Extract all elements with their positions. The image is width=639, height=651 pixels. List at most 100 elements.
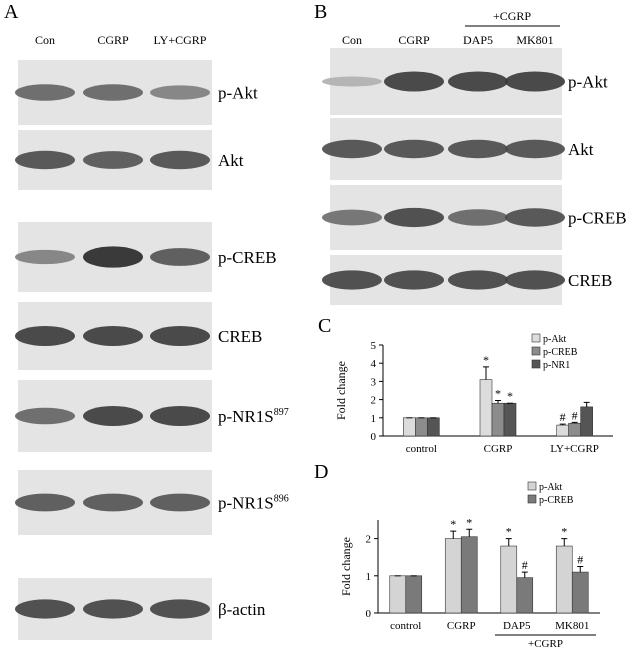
- x-tick-label: CGRP: [447, 620, 476, 632]
- lane-label: CGRP: [398, 33, 430, 47]
- blot-band: [15, 326, 75, 346]
- bar: [503, 402, 517, 437]
- y-tick-label: 4: [371, 358, 377, 370]
- significance-mark: #: [560, 410, 566, 424]
- error-bar: [559, 423, 566, 426]
- blot-band: [505, 270, 565, 290]
- error-bar: [583, 401, 590, 407]
- blot-band: [150, 326, 210, 346]
- row-label-text: CREB: [218, 327, 262, 346]
- blot-band: [384, 270, 444, 290]
- bar: [415, 417, 428, 437]
- bar: [460, 536, 478, 614]
- lane-label: MK801: [516, 33, 553, 47]
- row-label-text: p-Akt: [568, 73, 608, 92]
- significance-mark: *: [483, 353, 489, 367]
- panel-label: B: [314, 1, 327, 23]
- blot-band: [448, 71, 508, 92]
- blot-band: [505, 71, 565, 92]
- bar: [571, 571, 589, 614]
- error-bar: [571, 421, 578, 424]
- row-label: p-NR1S896: [218, 494, 289, 513]
- y-tick-label: 1: [371, 413, 377, 425]
- blot-band: [384, 139, 444, 159]
- blot-band: [448, 209, 508, 226]
- significance-mark: #: [572, 408, 578, 422]
- blot-band: [150, 150, 210, 170]
- lane-label: CGRP: [97, 33, 129, 47]
- bar: [516, 577, 534, 614]
- blot-band: [505, 139, 565, 159]
- blot-band: [384, 207, 444, 228]
- panel-label: A: [4, 1, 19, 23]
- row-label-sup: 896: [274, 494, 289, 505]
- row-label-text: β-actin: [218, 600, 266, 619]
- blot-band: [83, 599, 143, 619]
- row-label-sup: 897: [274, 407, 289, 418]
- bar: [479, 379, 493, 437]
- bar: [580, 406, 593, 437]
- significance-mark: *: [466, 515, 472, 529]
- bar: [427, 417, 440, 437]
- blot-band: [150, 406, 210, 426]
- y-axis-title: Fold change: [339, 537, 353, 596]
- blot-band: [150, 493, 210, 512]
- panel-label: D: [314, 461, 328, 483]
- y-axis-title: Fold change: [334, 361, 348, 420]
- significance-mark: *: [506, 525, 512, 539]
- row-label-text: CREB: [568, 271, 612, 290]
- row-label: CREB: [568, 271, 612, 290]
- y-tick-label: 0: [366, 608, 372, 620]
- row-label: p-Akt: [568, 73, 608, 92]
- error-bar: [561, 538, 568, 547]
- lane-label: LY+CGRP: [154, 33, 207, 47]
- blot-band: [322, 270, 382, 290]
- legend-label: p-Akt: [539, 482, 563, 493]
- lane-label: Con: [35, 33, 55, 47]
- blot-band: [15, 249, 75, 265]
- significance-mark: *: [561, 525, 567, 539]
- x-tick-label: LY+CGRP: [550, 443, 599, 455]
- blot-band: [322, 76, 382, 87]
- legend-swatch: [527, 481, 537, 491]
- blot-band: [15, 407, 75, 425]
- blot-band: [15, 150, 75, 170]
- row-label: CREB: [218, 327, 262, 346]
- significance-mark: *: [507, 389, 513, 403]
- row-label: Akt: [568, 140, 594, 159]
- blot-band: [150, 85, 210, 100]
- blot-band: [83, 151, 143, 169]
- bar: [444, 538, 462, 614]
- error-bar: [521, 571, 528, 578]
- blot-band: [83, 493, 143, 512]
- legend-label: p-Akt: [543, 334, 567, 345]
- significance-mark: *: [450, 517, 456, 531]
- blot-band: [448, 139, 508, 159]
- blot-band: [448, 270, 508, 290]
- significance-mark: #: [577, 553, 583, 567]
- y-tick-label: 5: [371, 340, 377, 352]
- row-label: p-CREB: [568, 209, 627, 228]
- group-label: +CGRP: [493, 9, 531, 23]
- blot-band: [150, 599, 210, 619]
- lane-label: Con: [342, 33, 362, 47]
- error-bar: [450, 530, 457, 539]
- blot-band: [15, 84, 75, 101]
- legend-label: p-NR1: [543, 360, 570, 371]
- x-tick-label: MK801: [555, 620, 589, 632]
- panel-label: C: [318, 315, 331, 337]
- bar: [555, 545, 573, 614]
- blot-band: [83, 406, 143, 426]
- y-tick-label: 3: [371, 376, 377, 388]
- x-tick-label: DAP5: [503, 620, 531, 632]
- bar: [403, 417, 416, 437]
- row-label-text: p-Akt: [218, 84, 258, 103]
- blot-band: [322, 209, 382, 226]
- blot-band: [15, 493, 75, 512]
- x-tick-label: control: [390, 620, 421, 632]
- row-label: p-NR1S897: [218, 407, 289, 426]
- blot-band: [83, 84, 143, 101]
- bar: [500, 545, 518, 614]
- legend-swatch: [527, 494, 537, 504]
